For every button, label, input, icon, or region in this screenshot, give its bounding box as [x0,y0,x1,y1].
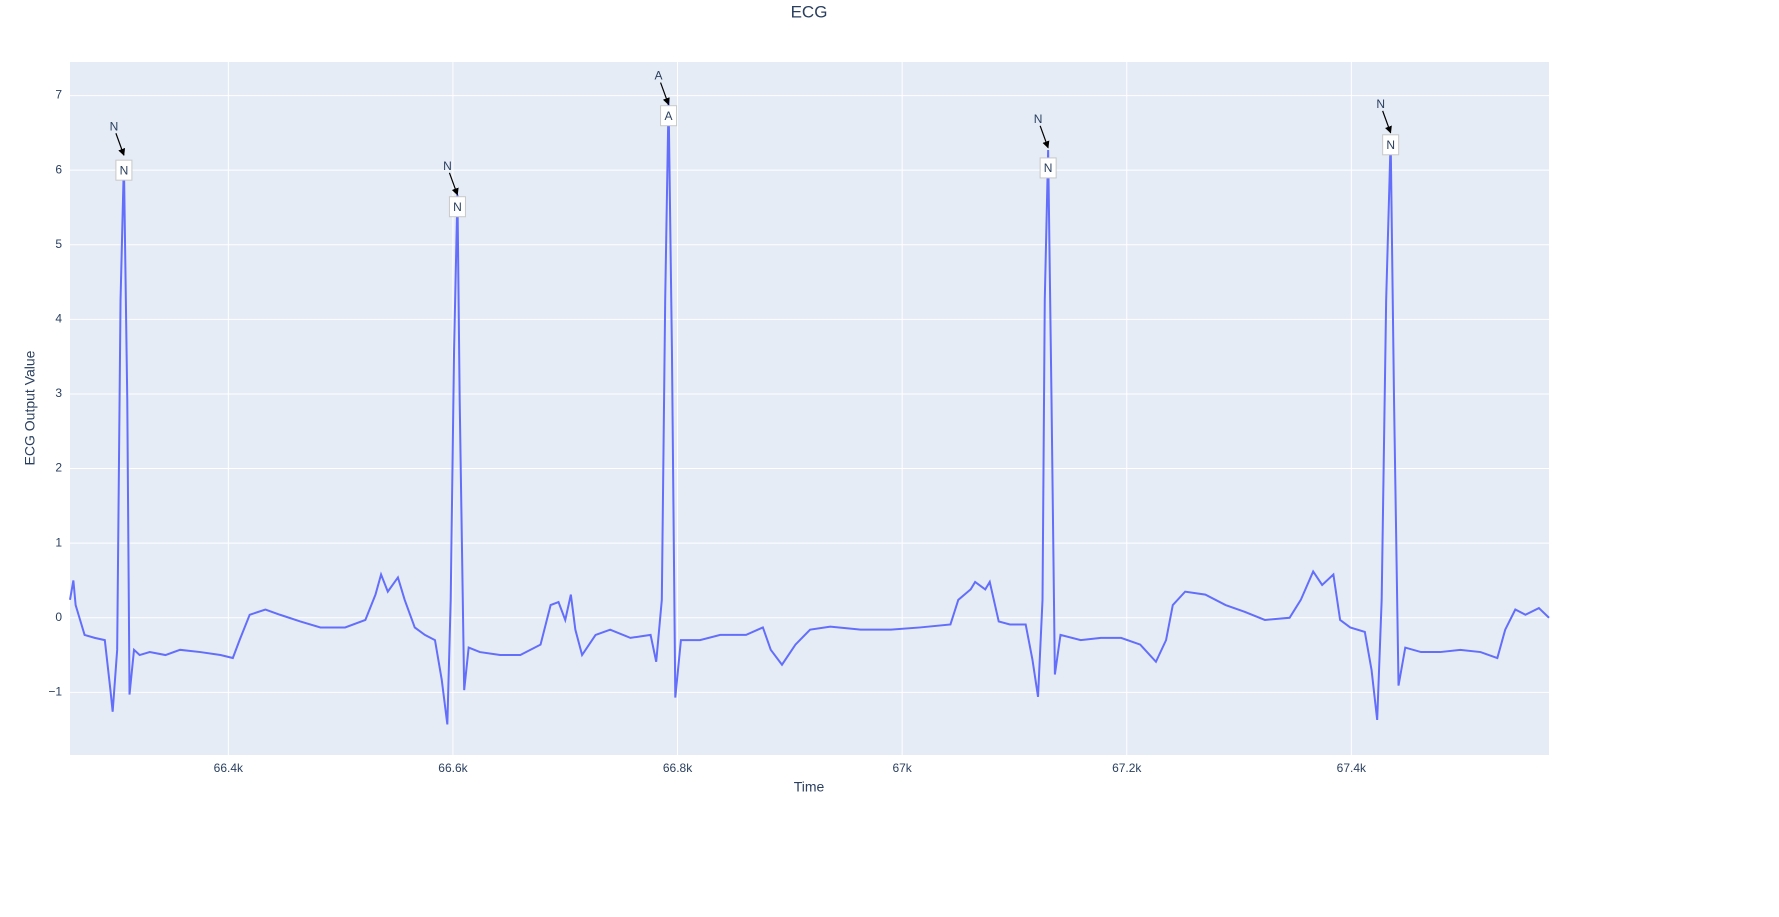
annotation-box [448,196,466,218]
y-tick-label: 2 [55,461,62,475]
annotation-text: N [443,159,452,173]
y-tick-label: 4 [55,312,62,326]
plot-area [70,62,1549,755]
annotation-arrow [659,82,670,106]
annotation-box [1039,157,1057,179]
annotation-box [1382,134,1400,156]
annotation-label: N [120,163,129,177]
annotation-arrow [115,133,126,156]
y-tick-label: 3 [55,386,62,400]
y-tick-label: −1 [48,685,62,699]
y-tick-label: 6 [55,162,62,176]
y-axis-title: ECG Output Value [22,350,38,465]
annotation-label: N [453,200,462,214]
annotation-arrow [1039,125,1050,149]
y-tick-label: 1 [55,535,62,549]
annotation-arrow [448,172,459,196]
annotation-text: N [110,119,119,133]
y-tick-label: 0 [55,610,62,624]
x-tick-label: 66.6k [438,761,468,775]
annotation-box [660,105,678,127]
x-tick-label: 67k [892,761,912,775]
annotation-box [115,159,133,181]
x-axis-title: Time [794,779,825,795]
chart-title: ECG [791,2,828,21]
annotation-text: A [655,69,663,83]
annotation-label: N [1386,138,1395,152]
y-tick-label: 7 [55,88,62,102]
x-tick-label: 67.4k [1337,761,1367,775]
annotation-arrow [1382,110,1392,134]
ecg-line [69,100,1550,725]
x-tick-label: 66.8k [663,761,693,775]
annotation-text: N [1376,97,1385,111]
annotation-text: N [1034,112,1043,126]
x-tick-label: 66.4k [214,761,244,775]
x-tick-label: 67.2k [1112,761,1142,775]
annotation-label: N [1044,161,1053,175]
y-tick-label: 5 [55,237,62,251]
annotation-label: A [665,109,673,123]
